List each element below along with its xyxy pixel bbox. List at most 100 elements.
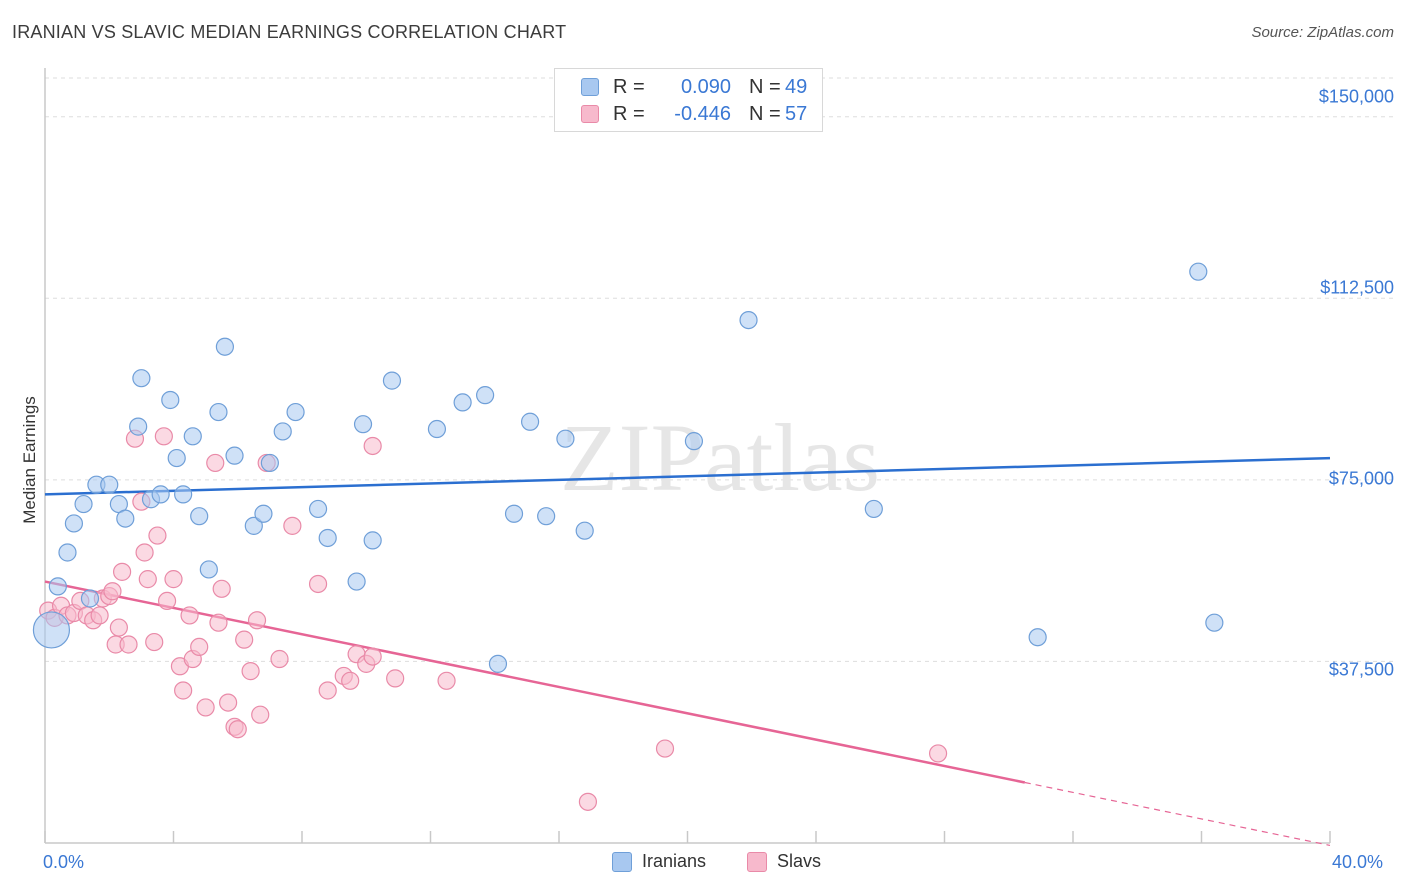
iranians-point bbox=[382, 371, 402, 390]
series-legend-iranians: Iranians bbox=[612, 851, 706, 872]
r-value-iranians: 0.090 bbox=[680, 75, 731, 98]
slavs-point bbox=[90, 606, 109, 625]
slavs-point bbox=[174, 681, 193, 700]
iranians-point bbox=[260, 453, 279, 473]
iranians-point bbox=[286, 402, 305, 422]
slavs-point bbox=[270, 649, 289, 669]
slavs-point bbox=[138, 570, 157, 589]
slavs-point bbox=[180, 606, 199, 625]
slavs-point bbox=[363, 436, 382, 456]
slavs-point bbox=[196, 698, 215, 717]
iranians-point bbox=[363, 531, 382, 550]
iranians-point bbox=[199, 560, 218, 579]
slavs-point bbox=[103, 582, 122, 601]
iranians-point bbox=[58, 543, 77, 562]
gridlines bbox=[45, 77, 1395, 662]
source-credit: Source: ZipAtlas.com bbox=[1251, 24, 1394, 41]
slavs-point bbox=[578, 792, 598, 811]
iranians-point bbox=[100, 475, 119, 494]
slavs-legend-label: Slavs bbox=[777, 851, 822, 871]
iranians-point bbox=[739, 310, 758, 330]
slavs-point bbox=[145, 632, 164, 652]
x-tick-label-max: 40.0% bbox=[1332, 852, 1384, 872]
iranians-point bbox=[318, 528, 337, 548]
slavs-point bbox=[341, 671, 360, 690]
slavs-point bbox=[235, 630, 254, 649]
iranians-trendline bbox=[44, 456, 1331, 496]
correlation-legend: R = 0.090 N = 49 R = -0.446 N = 57 bbox=[554, 68, 823, 132]
slavs-point bbox=[219, 693, 238, 712]
slavs-point bbox=[135, 543, 154, 562]
slavs-point bbox=[363, 647, 382, 666]
iranians-point bbox=[48, 577, 67, 596]
iranians-point bbox=[129, 417, 148, 436]
slavs-point bbox=[212, 579, 231, 598]
iranians-point bbox=[1189, 262, 1208, 281]
slavs-point bbox=[308, 574, 328, 594]
iranians-point bbox=[190, 507, 209, 526]
iranians-point bbox=[1028, 628, 1047, 647]
axes bbox=[44, 68, 1331, 844]
iranians-legend-label: Iranians bbox=[642, 851, 707, 871]
slavs-point bbox=[247, 611, 267, 630]
iranians-point bbox=[537, 507, 556, 526]
iranians-point bbox=[453, 393, 472, 412]
iranians-point bbox=[273, 422, 292, 441]
slavs-point bbox=[283, 516, 302, 535]
x-tick-label-min: 0.0% bbox=[43, 852, 85, 872]
slavs-point bbox=[318, 681, 337, 700]
trendlines bbox=[44, 456, 1331, 847]
chart-title: IRANIAN VS SLAVIC MEDIAN EARNINGS CORREL… bbox=[12, 22, 567, 42]
y-tick-label-150000: $150,000 bbox=[1318, 86, 1394, 107]
iranians-point bbox=[32, 611, 71, 649]
iranians-point bbox=[132, 369, 151, 388]
slavs-point bbox=[190, 637, 209, 657]
r-label: R = bbox=[613, 75, 645, 98]
y-tick-label-37500: $37,500 bbox=[1328, 659, 1394, 680]
slavs-point bbox=[655, 739, 675, 758]
iranians-point bbox=[476, 386, 495, 405]
iranians-swatch bbox=[581, 78, 599, 96]
iranians-point bbox=[575, 521, 594, 540]
iranians-point bbox=[209, 402, 228, 422]
legend-row-slavs: R = -0.446 N = 57 bbox=[581, 102, 807, 126]
iranians-point bbox=[183, 427, 202, 446]
n-label: N = bbox=[749, 75, 781, 98]
slavs-swatch bbox=[581, 105, 599, 123]
watermark: ZIPatlas bbox=[560, 404, 880, 511]
slavs-point bbox=[386, 669, 405, 688]
iranians-point bbox=[151, 485, 170, 504]
slavs-trendline-extension bbox=[1024, 781, 1331, 847]
slavs-point bbox=[228, 720, 247, 739]
iranians-point bbox=[427, 419, 447, 439]
slavs-point bbox=[157, 591, 177, 611]
n-label: N = bbox=[749, 102, 781, 125]
slavs-point bbox=[148, 526, 167, 545]
iranians-point bbox=[244, 516, 263, 535]
slavs-point bbox=[164, 570, 183, 589]
iranians-point bbox=[864, 499, 883, 519]
slavs-point bbox=[928, 744, 948, 763]
slavs-point bbox=[251, 705, 270, 724]
iranians-point bbox=[556, 429, 575, 448]
iranians-point bbox=[225, 446, 244, 465]
iranians-point bbox=[215, 337, 234, 356]
data-points bbox=[32, 262, 1224, 811]
iranians-point bbox=[520, 412, 540, 431]
slavs-point bbox=[119, 635, 138, 654]
iranians-point bbox=[488, 654, 508, 673]
r-value-slavs: -0.446 bbox=[674, 102, 731, 125]
iranians-legend-swatch bbox=[612, 851, 632, 872]
slavs-point bbox=[437, 671, 456, 690]
iranians-point bbox=[64, 514, 84, 533]
r-label: R = bbox=[613, 102, 645, 125]
slavs-point bbox=[206, 453, 225, 473]
slavs-point bbox=[112, 562, 132, 581]
n-value-slavs: 57 bbox=[785, 102, 808, 125]
legend-row-iranians: R = 0.090 N = 49 bbox=[581, 75, 807, 99]
iranians-point bbox=[116, 509, 135, 528]
y-tick-label-75000: $75,000 bbox=[1328, 468, 1394, 489]
iranians-point bbox=[353, 415, 373, 434]
slavs-point bbox=[241, 662, 260, 681]
